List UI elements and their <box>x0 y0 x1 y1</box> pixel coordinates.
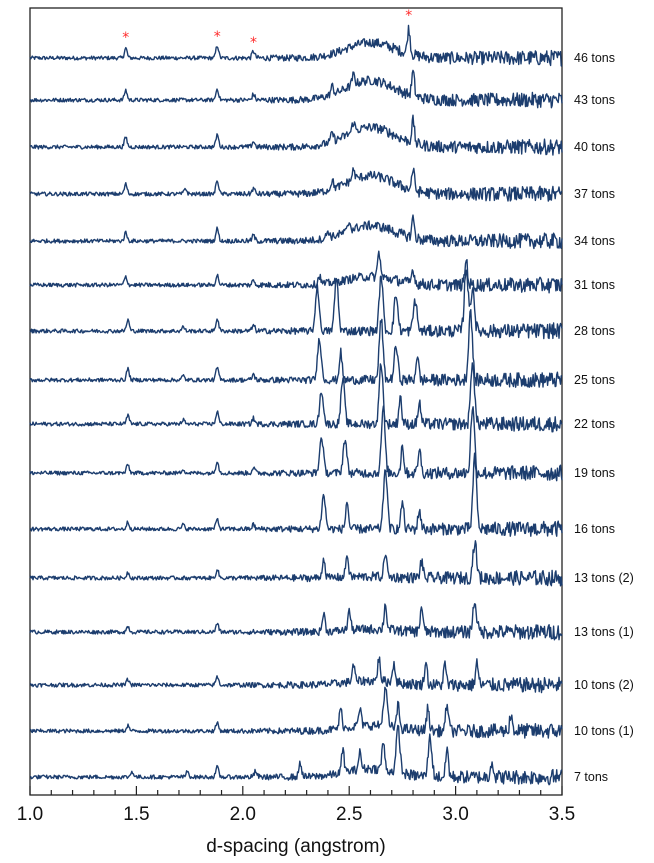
x-axis-tick-labels: 1.0 1.5 2.0 2.5 3.0 3.5 <box>17 804 575 825</box>
trace-label: 46 tons <box>574 51 615 65</box>
trace-22-tons <box>29 362 563 433</box>
x-tick-label: 2.0 <box>230 804 256 825</box>
trace-46-tons <box>29 24 563 67</box>
trace-label: 13 tons (2) <box>574 571 634 585</box>
trace-13-tons-1- <box>29 603 563 641</box>
trace-7-tons <box>30 724 563 786</box>
trace-label: 34 tons <box>574 234 615 248</box>
x-tick-label: 3.0 <box>442 804 468 825</box>
trace-37-tons <box>29 167 563 202</box>
trace-19-tons <box>29 405 563 482</box>
trace-13-tons-2- <box>29 540 563 587</box>
trace-31-tons <box>29 250 563 294</box>
trace-label: 31 tons <box>574 278 615 292</box>
trace-label-group: 46 tons 43 tons 40 tons 37 tons 34 tons 31 to… <box>574 51 634 784</box>
peak-marker-star: * <box>122 30 129 46</box>
trace-group <box>29 24 563 786</box>
peak-marker-star: * <box>405 8 412 24</box>
plot-frame <box>29 7 563 796</box>
trace-label: 22 tons <box>574 417 615 431</box>
trace-10-tons-2- <box>29 656 563 694</box>
trace-label: 7 tons <box>574 770 608 784</box>
trace-43-tons <box>29 69 563 109</box>
trace-label: 43 tons <box>574 93 615 107</box>
x-axis-title: d-spacing (angstrom) <box>206 836 386 857</box>
trace-label: 13 tons (1) <box>574 625 634 639</box>
trace-label: 40 tons <box>574 140 615 154</box>
trace-label: 19 tons <box>574 466 615 480</box>
peak-marker-star: * <box>250 35 257 51</box>
trace-label: 37 tons <box>574 187 615 201</box>
trace-34-tons <box>29 214 563 250</box>
x-tick-label: 3.5 <box>549 804 575 825</box>
trace-label: 16 tons <box>574 522 615 536</box>
trace-label: 10 tons (1) <box>574 724 634 738</box>
x-tick-label: 2.5 <box>336 804 362 825</box>
trace-16-tons <box>29 452 563 537</box>
trace-25-tons <box>29 309 563 388</box>
trace-10-tons-1- <box>29 686 563 739</box>
trace-label: 28 tons <box>574 324 615 338</box>
trace-40-tons <box>29 114 563 156</box>
peak-marker-star: * <box>214 29 221 45</box>
x-axis-ticks <box>29 786 563 795</box>
peak-marker-group: * * * * <box>122 8 412 51</box>
trace-28-tons <box>29 269 563 340</box>
x-tick-label: 1.5 <box>123 804 149 825</box>
trace-label: 10 tons (2) <box>574 678 634 692</box>
trace-label: 25 tons <box>574 373 615 387</box>
x-tick-label: 1.0 <box>17 804 43 825</box>
